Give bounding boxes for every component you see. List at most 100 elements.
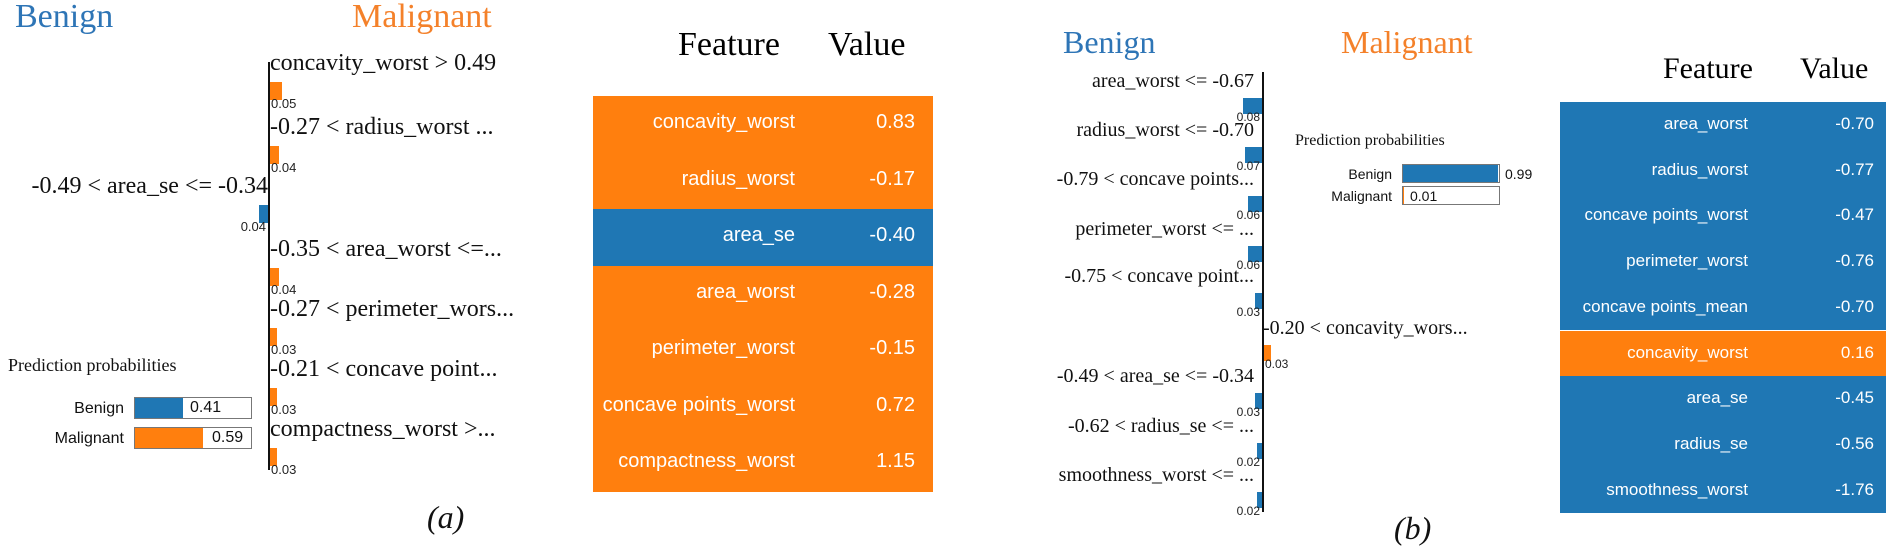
table-header-feature: Feature bbox=[678, 26, 780, 63]
feature-value: -1.76 bbox=[1835, 479, 1874, 499]
feature-label: -0.27 < perimeter_wors... bbox=[270, 296, 515, 322]
feature-value: -0.77 bbox=[1835, 159, 1874, 179]
feature-name: area_worst bbox=[1663, 114, 1748, 133]
prob-value-malignant: 0.01 bbox=[1410, 188, 1438, 204]
table-row: compactness_worst 1.15 bbox=[593, 435, 933, 492]
weight-value: 0.06 bbox=[1236, 208, 1260, 222]
prob-value-benign: 0.41 bbox=[190, 399, 222, 416]
feature-value: -0.70 bbox=[1835, 114, 1874, 133]
weight-bar bbox=[270, 328, 277, 346]
prob-box-malignant bbox=[1402, 186, 1500, 205]
table-header-value: Value bbox=[1800, 52, 1869, 85]
feature-name: concave points_worst bbox=[602, 393, 795, 416]
feature-value: -0.70 bbox=[1835, 296, 1874, 316]
weight-value: 0.04 bbox=[240, 219, 266, 234]
feature-value: 0.83 bbox=[876, 111, 915, 133]
weight-bar bbox=[1242, 98, 1262, 114]
feature-label: -0.49 < area_se <= -0.34 bbox=[31, 173, 268, 199]
weight-value: 0.03 bbox=[271, 342, 297, 357]
weight-bar bbox=[270, 268, 280, 286]
table-row: radius_worst -0.77 bbox=[1560, 147, 1886, 194]
weight-bar bbox=[1257, 443, 1262, 459]
weight-bar bbox=[1264, 345, 1272, 361]
weight-bar bbox=[270, 448, 277, 466]
feature-value: 1.15 bbox=[876, 450, 915, 472]
feature-label: -0.79 < concave points... bbox=[1056, 168, 1254, 190]
table-header-feature: Feature bbox=[1663, 52, 1753, 85]
feature-label: -0.35 < area_worst <=... bbox=[270, 236, 502, 262]
table-row: radius_worst -0.17 bbox=[593, 152, 933, 209]
prob-title: Prediction probabilities bbox=[8, 355, 177, 375]
feature-value: -0.40 bbox=[869, 224, 915, 246]
weight-value: 0.03 bbox=[1236, 305, 1260, 319]
prob-value-benign: 0.99 bbox=[1505, 166, 1533, 182]
feature-name: compactness_worst bbox=[618, 450, 795, 472]
table-row: area_se -0.40 bbox=[593, 209, 933, 266]
feature-value: -0.45 bbox=[1835, 388, 1874, 408]
feature-value: -0.56 bbox=[1835, 433, 1874, 453]
feature-name: radius_se bbox=[1674, 433, 1748, 453]
feature-name: concavity_worst bbox=[1627, 342, 1748, 362]
prob-bar-malignant bbox=[1403, 187, 1404, 204]
table-header-value: Value bbox=[828, 26, 906, 63]
prob-value-malignant: 0.59 bbox=[212, 429, 244, 446]
feature-label: perimeter_worst <= ... bbox=[1075, 218, 1254, 240]
prob-label-malignant: Malignant bbox=[54, 430, 124, 447]
explanation-axis bbox=[268, 62, 270, 470]
weight-value: 0.08 bbox=[1236, 110, 1260, 124]
explanation-axis bbox=[1262, 72, 1264, 512]
weight-bar bbox=[1247, 196, 1262, 212]
feature-label: -0.75 < concave point... bbox=[1064, 265, 1254, 287]
weight-value: 0.04 bbox=[271, 282, 297, 297]
weight-value: 0.02 bbox=[1236, 455, 1260, 469]
table-row: smoothness_worst -1.76 bbox=[1560, 467, 1886, 514]
prob-title: Prediction probabilities bbox=[1295, 132, 1445, 149]
table-row: concavity_worst 0.16 bbox=[1560, 330, 1886, 377]
prob-bar-malignant bbox=[135, 428, 203, 448]
weight-value: 0.03 bbox=[271, 402, 297, 417]
feature-label: area_worst <= -0.67 bbox=[1092, 70, 1254, 92]
feature-name: perimeter_worst bbox=[1626, 251, 1748, 271]
weight-value: 0.02 bbox=[1236, 504, 1260, 518]
class-positive-heading: Malignant bbox=[1341, 24, 1473, 60]
weight-value: 0.06 bbox=[1236, 258, 1260, 272]
prob-label-benign: Benign bbox=[1348, 166, 1392, 182]
feature-value: 0.72 bbox=[876, 393, 915, 416]
feature-value: 0.16 bbox=[1840, 342, 1874, 362]
table-row: perimeter_worst -0.76 bbox=[1560, 239, 1886, 285]
weight-bar bbox=[1254, 293, 1262, 309]
class-negative-heading: Benign bbox=[15, 0, 114, 35]
weight-value: 0.04 bbox=[271, 160, 297, 175]
weight-value: 0.07 bbox=[1236, 159, 1260, 173]
weight-bar bbox=[258, 205, 268, 223]
feature-label: smoothness_worst <= ... bbox=[1058, 464, 1254, 486]
feature-name: area_se bbox=[1686, 388, 1748, 408]
table-row: concavity_worst 0.83 bbox=[593, 96, 933, 153]
panel-caption: (b) bbox=[1394, 510, 1432, 546]
prob-bar-benign bbox=[1403, 165, 1498, 182]
weight-value: 0.03 bbox=[1265, 357, 1289, 371]
feature-name: radius_worst bbox=[681, 167, 795, 190]
weight-bar bbox=[1257, 492, 1262, 508]
prob-label-benign: Benign bbox=[74, 400, 124, 417]
feature-label: -0.21 < concave point... bbox=[270, 356, 498, 382]
feature-name: smoothness_worst bbox=[1606, 479, 1748, 499]
feature-name: radius_worst bbox=[1651, 159, 1748, 179]
feature-name: concave points_worst bbox=[1584, 205, 1748, 225]
feature-label: compactness_worst >... bbox=[270, 416, 496, 442]
feature-value: -0.17 bbox=[869, 167, 915, 190]
weight-value: 0.05 bbox=[271, 96, 297, 111]
feature-label: concavity_worst > 0.49 bbox=[270, 50, 497, 76]
weight-value: 0.03 bbox=[1236, 405, 1260, 419]
feature-name: area_se bbox=[722, 224, 795, 246]
table-row: concave points_worst 0.72 bbox=[593, 378, 933, 435]
table-row: area_worst -0.28 bbox=[593, 265, 933, 322]
table-row: area_worst -0.70 bbox=[1560, 102, 1886, 148]
feature-label: -0.62 < radius_se <= ... bbox=[1067, 415, 1254, 437]
table-row: radius_se -0.56 bbox=[1560, 421, 1886, 468]
table-row: perimeter_worst -0.15 bbox=[593, 322, 933, 379]
feature-name: area_worst bbox=[696, 280, 795, 303]
table-row: concave points_mean -0.70 bbox=[1560, 284, 1886, 331]
feature-name: concavity_worst bbox=[652, 111, 795, 133]
weight-bar bbox=[270, 82, 282, 100]
